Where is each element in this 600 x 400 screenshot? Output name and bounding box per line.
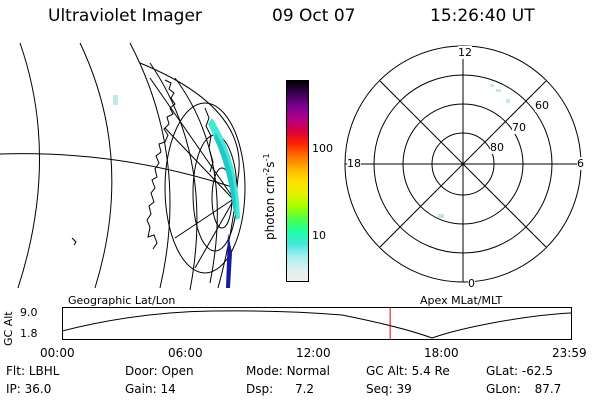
info-seq: Seq: 39 xyxy=(366,382,412,396)
timeline-frame xyxy=(62,307,572,340)
colorbar-tick-100: 100 xyxy=(312,142,333,155)
info-door-label: Door: xyxy=(125,364,158,378)
timeline-ylabel: GC Alt xyxy=(2,311,15,346)
info-seq-value: 39 xyxy=(396,382,412,396)
unit-s: s xyxy=(263,161,277,168)
info-gain-label: Gain: xyxy=(125,382,157,396)
unit-sup-cm: -2 xyxy=(262,167,271,176)
unit-sup-s: -1 xyxy=(262,153,271,162)
polar-lat-60: 60 xyxy=(535,99,549,112)
info-door: Door: Open xyxy=(125,364,194,378)
instrument-title: Ultraviolet Imager xyxy=(48,6,202,26)
polar-hour-18: 18 xyxy=(347,157,361,170)
latitude-ring xyxy=(164,102,246,274)
info-glat-value: -62.5 xyxy=(521,364,553,378)
colorbar-gradient xyxy=(287,81,308,281)
meridian-arc xyxy=(79,42,113,289)
grid-line xyxy=(149,77,233,197)
time-label: 15:26:40 UT xyxy=(430,6,535,26)
apex-label: Apex MLat/MLT xyxy=(420,294,503,307)
polar-lat-70: 70 xyxy=(512,121,526,134)
info-glat: GLat: -62.5 xyxy=(486,364,553,378)
info-glon-label: GLon: xyxy=(486,382,521,396)
polar-plot xyxy=(344,45,582,283)
info-gc-alt-value: 5.4 Re xyxy=(411,364,450,378)
polar-hour-6: 6 xyxy=(577,157,584,170)
info-filter: Flt: LBHL xyxy=(6,364,59,378)
meridian-arc xyxy=(149,62,198,290)
meridian-arc xyxy=(17,42,40,289)
info-gc-alt: GC Alt: 5.4 Re xyxy=(366,364,450,378)
info-filter-label: Flt: xyxy=(6,364,25,378)
info-gain-value: 14 xyxy=(160,382,176,396)
colorbar xyxy=(286,80,309,282)
info-ip: IP: 36.0 xyxy=(6,382,51,396)
timeline-ymax: 9.0 xyxy=(20,306,38,319)
timeline-plot xyxy=(62,307,572,340)
info-door-value: Open xyxy=(161,364,194,378)
polar-emission xyxy=(438,84,510,218)
grid-line xyxy=(164,127,233,199)
timeline-tick-1800: 18:00 xyxy=(424,346,459,360)
meridian-arc xyxy=(129,42,171,289)
timeline-tick-0600: 06:00 xyxy=(168,346,203,360)
info-glon: GLon: 87.7 xyxy=(486,382,561,396)
altitude-curve xyxy=(62,310,572,339)
timeline-ymin: 1.8 xyxy=(20,327,38,340)
info-glat-label: GLat: xyxy=(486,364,519,378)
polar-hour-0: 0 xyxy=(468,277,475,290)
coastline xyxy=(204,107,214,173)
date-label: 09 Oct 07 xyxy=(272,6,356,26)
polar-hour-12: 12 xyxy=(458,46,472,59)
info-gain: Gain: 14 xyxy=(125,382,176,396)
info-filter-value: LBHL xyxy=(28,364,60,378)
info-ip-label: IP: xyxy=(6,382,21,396)
info-gc-alt-label: GC Alt: xyxy=(366,364,408,378)
info-dsp: Dsp: 7.2 xyxy=(246,382,314,396)
info-mode-label: Mode: xyxy=(246,364,283,378)
aurora-emission xyxy=(113,95,240,288)
info-glon-value: 87.7 xyxy=(534,382,562,396)
geographic-label: Geographic Lat/Lon xyxy=(68,294,176,307)
timeline-tick-2359: 23:59 xyxy=(552,346,587,360)
timeline-tick-1200: 12:00 xyxy=(296,346,331,360)
polar-lat-80: 80 xyxy=(490,141,504,154)
coastline xyxy=(146,79,176,250)
polar-diagonal xyxy=(379,80,547,248)
grid-line xyxy=(0,153,236,189)
timeline-tick-0000: 00:00 xyxy=(40,346,75,360)
colorbar-tick-10: 10 xyxy=(312,229,326,242)
geographic-map xyxy=(0,42,246,290)
unit-prefix: photon cm xyxy=(263,175,277,240)
colorbar-unit-label: photon cm-2s-1 xyxy=(262,153,277,240)
info-dsp-label: Dsp: xyxy=(246,382,274,396)
earth-limb xyxy=(139,62,240,289)
info-dsp-value: 7.2 xyxy=(294,382,315,396)
info-mode: Mode: Normal xyxy=(246,364,330,378)
grid-line xyxy=(174,199,233,239)
info-mode-value: Normal xyxy=(286,364,330,378)
info-seq-label: Seq: xyxy=(366,382,393,396)
info-ip-value: 36.0 xyxy=(24,382,52,396)
grid-line xyxy=(194,202,233,269)
